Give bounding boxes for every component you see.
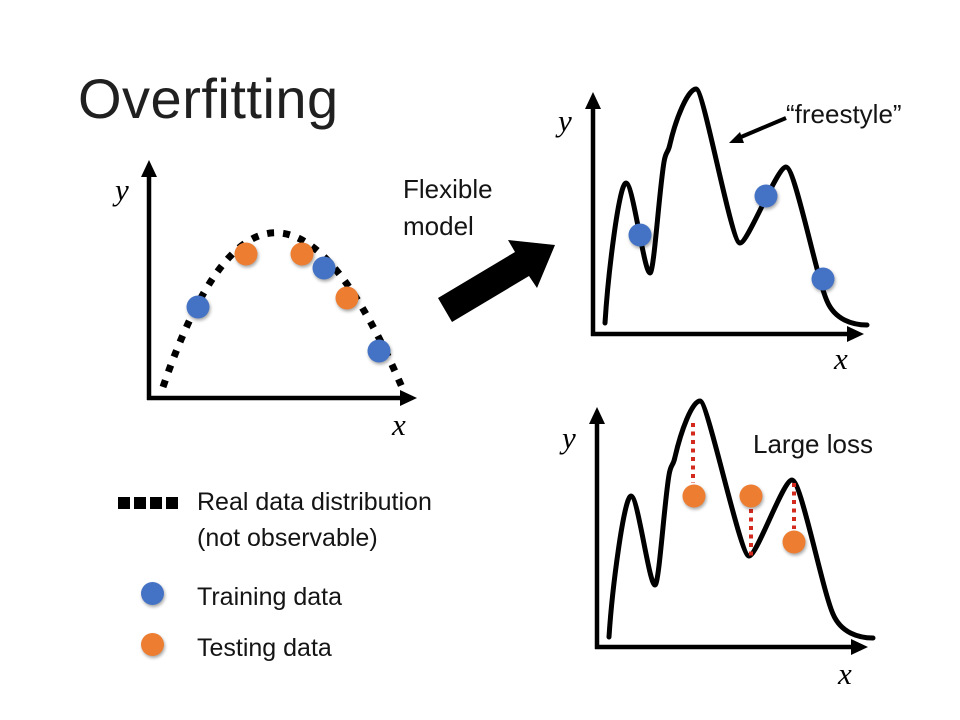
slide-title: Overfitting <box>78 67 339 130</box>
x-axis-arrowhead <box>851 639 868 655</box>
y-axis-arrowhead <box>589 407 605 424</box>
training-data-point <box>628 223 652 247</box>
y-axis-label: y <box>559 420 576 455</box>
y-axis-arrowhead <box>585 92 601 109</box>
large-loss-annotation: Large loss <box>753 429 873 459</box>
freestyle-annotation-arrow <box>740 116 787 139</box>
freestyle-figure: y x <box>555 86 870 376</box>
testing-data-point <box>682 484 706 508</box>
flexible-model-line1: Flexible <box>403 174 493 204</box>
flexible-model-line2: model <box>403 211 474 241</box>
freestyle-curve <box>602 86 870 328</box>
x-axis-label: x <box>833 341 848 376</box>
freestyle-annotation-arrowhead <box>729 132 744 143</box>
testing-data-point <box>234 242 258 266</box>
legend-item-testing: Testing data <box>197 634 332 662</box>
testing-data-point <box>739 484 763 508</box>
testing-data-point <box>782 530 806 554</box>
testing-data-point <box>290 242 314 266</box>
testing-data-point <box>335 286 359 310</box>
real-distribution-figure: y x <box>112 160 417 442</box>
legend-item-training: Training data <box>197 583 342 611</box>
x-axis-arrowhead <box>400 390 417 406</box>
x-axis-label: x <box>391 407 406 442</box>
block-arrow-icon <box>438 240 555 322</box>
training-data-point <box>367 339 391 363</box>
y-axis-label: y <box>555 103 572 138</box>
training-data-point <box>312 256 336 280</box>
x-axis-label: x <box>837 656 852 691</box>
loss-figure: y x <box>559 398 876 691</box>
legend-sublabel: (not observable) <box>197 524 378 552</box>
freestyle-annotation: “freestyle” <box>786 99 902 129</box>
y-axis-label: y <box>112 172 129 207</box>
x-axis-arrowhead <box>847 326 864 342</box>
flexible-model-arrow <box>438 240 555 322</box>
legend-label: Real data distribution <box>197 488 432 516</box>
testing-dot-swatch <box>141 633 164 656</box>
training-data-point <box>186 295 210 319</box>
training-data-point <box>811 267 835 291</box>
legend-item-real-distribution: Real data distribution (not observable) <box>197 484 432 556</box>
loss-curve <box>606 398 876 641</box>
training-data-point <box>754 184 778 208</box>
flexible-model-label: Flexible model <box>403 171 493 245</box>
y-axis-arrowhead <box>141 160 157 177</box>
dotted-line-swatch <box>118 497 180 509</box>
training-dot-swatch <box>141 582 164 605</box>
